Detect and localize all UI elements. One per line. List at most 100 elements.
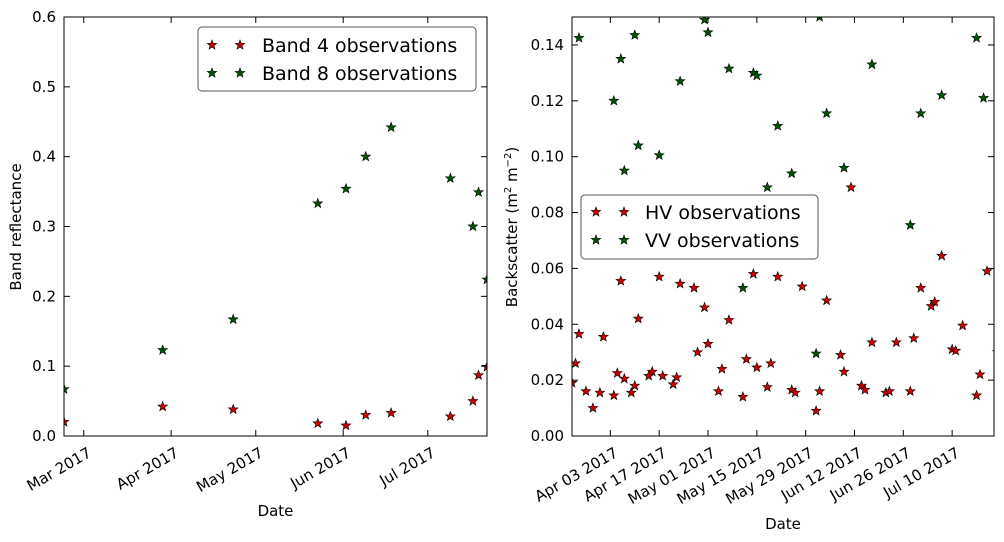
band-8-observations-point [360, 150, 372, 162]
hv-observations-point [929, 296, 941, 307]
legend-label: HV observations [645, 202, 801, 224]
hv-observations-point [573, 328, 585, 339]
y-tick-label: 0.06 [531, 259, 564, 277]
hv-observations-point [737, 391, 749, 402]
hv-observations-point [814, 385, 826, 397]
hv-observations-point [646, 365, 658, 377]
legend-box [580, 194, 819, 260]
hv-observations-point [765, 357, 777, 369]
hv-observations-point [915, 282, 927, 293]
hv-observations-point [671, 371, 683, 383]
hv-observations-point [625, 386, 637, 398]
hv-observations-point [688, 282, 700, 293]
band-4-observations-point [157, 400, 169, 412]
hv-observations-point [597, 330, 609, 342]
legend-marker [618, 206, 630, 217]
hv-observations-point [615, 275, 627, 286]
hv-observations-point [618, 372, 630, 384]
legend-marker [206, 67, 218, 78]
hv-observations-point [866, 336, 878, 348]
band-4-observations-point [360, 409, 372, 420]
y-tick-label: 0.6 [32, 8, 56, 26]
vv-observations-point [772, 120, 784, 131]
legend-box [197, 26, 477, 92]
vv-observations-point [821, 107, 833, 119]
hv-observations-point [698, 301, 711, 313]
y-tick-label: 0.10 [531, 148, 564, 166]
x-axis-label: Date [765, 515, 801, 533]
hv-observations-point [723, 314, 735, 325]
vv-observations-point [674, 75, 686, 86]
hv-observations-point [653, 270, 665, 282]
y-tick-label: 0.4 [32, 148, 56, 166]
vv-observations-point [915, 107, 927, 119]
hv-observations-point [772, 270, 784, 282]
hv-observations-point [674, 277, 686, 289]
y-tick-label: 0.3 [32, 218, 56, 236]
legend-marker [590, 206, 602, 217]
band-8-observations-point [444, 172, 456, 184]
vv-observations-point [573, 32, 585, 43]
vv-observations-point [618, 164, 630, 176]
x-axis-label: Date [258, 502, 294, 520]
hv-observations-point [716, 363, 728, 374]
x-tick-label: May 2017 [193, 444, 266, 497]
hv-observations-point [936, 249, 948, 261]
band-4-observations-point [385, 407, 397, 418]
band-8-observations-point [467, 220, 479, 232]
hv-observations-point [859, 384, 871, 395]
vv-observations-point [838, 161, 850, 173]
hv-observations-point [950, 344, 962, 356]
vv-observations-point [816, 17, 824, 22]
band-8-observations-point [472, 186, 485, 198]
hv-observations-point [981, 265, 993, 276]
hv-observations-point [970, 389, 983, 401]
legend-marker [234, 67, 246, 78]
y-tick-label: 0.5 [32, 78, 56, 96]
y-tick-label: 0.12 [531, 92, 564, 110]
legend-label: Band 4 observations [262, 35, 457, 57]
markers [572, 17, 994, 416]
vv-observations-point [866, 58, 878, 70]
band-4-observations-point [467, 395, 479, 406]
markers [64, 121, 487, 431]
vv-observations-point [653, 149, 665, 161]
y-tick-label: 0.08 [531, 204, 564, 222]
hv-observations-point [712, 385, 725, 397]
y-tick-label: 0.00 [531, 427, 564, 445]
vv-observations-point [702, 26, 714, 38]
hv-observations-point [580, 385, 592, 397]
vv-observations-point [615, 53, 627, 64]
hv-observations-point [657, 370, 669, 381]
band-8-observations-point [481, 273, 487, 285]
hv-observations-point [667, 378, 679, 390]
vv-observations-point [970, 32, 983, 43]
legend-label: Band 8 observations [262, 63, 457, 85]
band-4-observations-point [444, 410, 456, 422]
y-tick-label: 0.0 [32, 427, 56, 445]
band-8-observations-point [227, 313, 239, 325]
band-8-observations-point [385, 121, 397, 133]
hv-observations-point [747, 268, 759, 279]
hv-observations-point [834, 349, 847, 360]
hv-observations-point [845, 181, 857, 193]
x-tick-label: Jul 2017 [376, 444, 439, 491]
hv-observations-point [904, 385, 916, 397]
hv-observations-point [587, 402, 599, 413]
reflectance-chart: 0.0 0.1 0.2 0.3 0.4 0.5 0.6 Mar 2017 Apr 2017 May… [7, 8, 488, 520]
legend-marker [234, 39, 246, 50]
y-tick-label: 0.14 [531, 36, 564, 54]
hv-observations-point [855, 379, 868, 391]
legend: Band 4 observations Band 8 observations [197, 26, 477, 92]
band-4-observations-point [472, 369, 485, 380]
hv-observations-point [810, 405, 822, 416]
vv-observations-point [936, 89, 948, 100]
vv-observations-point [632, 139, 644, 151]
plot-frame [571, 16, 995, 437]
hv-observations-point [608, 389, 620, 401]
hv-observations-point [572, 357, 582, 369]
band-8-observations-point [157, 344, 169, 355]
y-axis-label: Band reflectance [7, 163, 25, 290]
